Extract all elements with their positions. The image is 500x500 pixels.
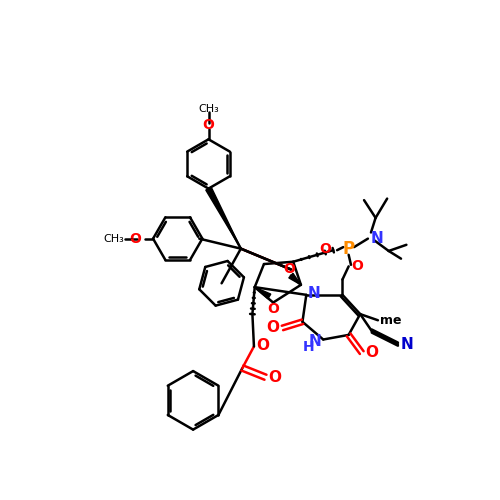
Text: P: P <box>342 240 354 258</box>
Text: O: O <box>256 338 269 353</box>
Text: O: O <box>319 242 331 256</box>
Text: CH₃: CH₃ <box>103 234 124 243</box>
Text: me: me <box>380 314 402 327</box>
Text: O: O <box>202 118 214 132</box>
Text: O: O <box>266 320 280 336</box>
Text: N: N <box>309 334 322 348</box>
Text: O: O <box>365 345 378 360</box>
Polygon shape <box>206 187 241 248</box>
Text: O: O <box>268 370 281 384</box>
Text: N: N <box>308 286 320 301</box>
Text: CH₃: CH₃ <box>198 104 219 115</box>
Polygon shape <box>289 274 301 285</box>
Text: N: N <box>401 338 414 352</box>
Text: O: O <box>129 232 141 245</box>
Text: H: H <box>302 340 314 354</box>
Text: O: O <box>284 262 296 276</box>
Text: N: N <box>370 231 383 246</box>
Polygon shape <box>254 287 271 298</box>
Text: O: O <box>268 302 279 316</box>
Text: O: O <box>351 260 363 274</box>
